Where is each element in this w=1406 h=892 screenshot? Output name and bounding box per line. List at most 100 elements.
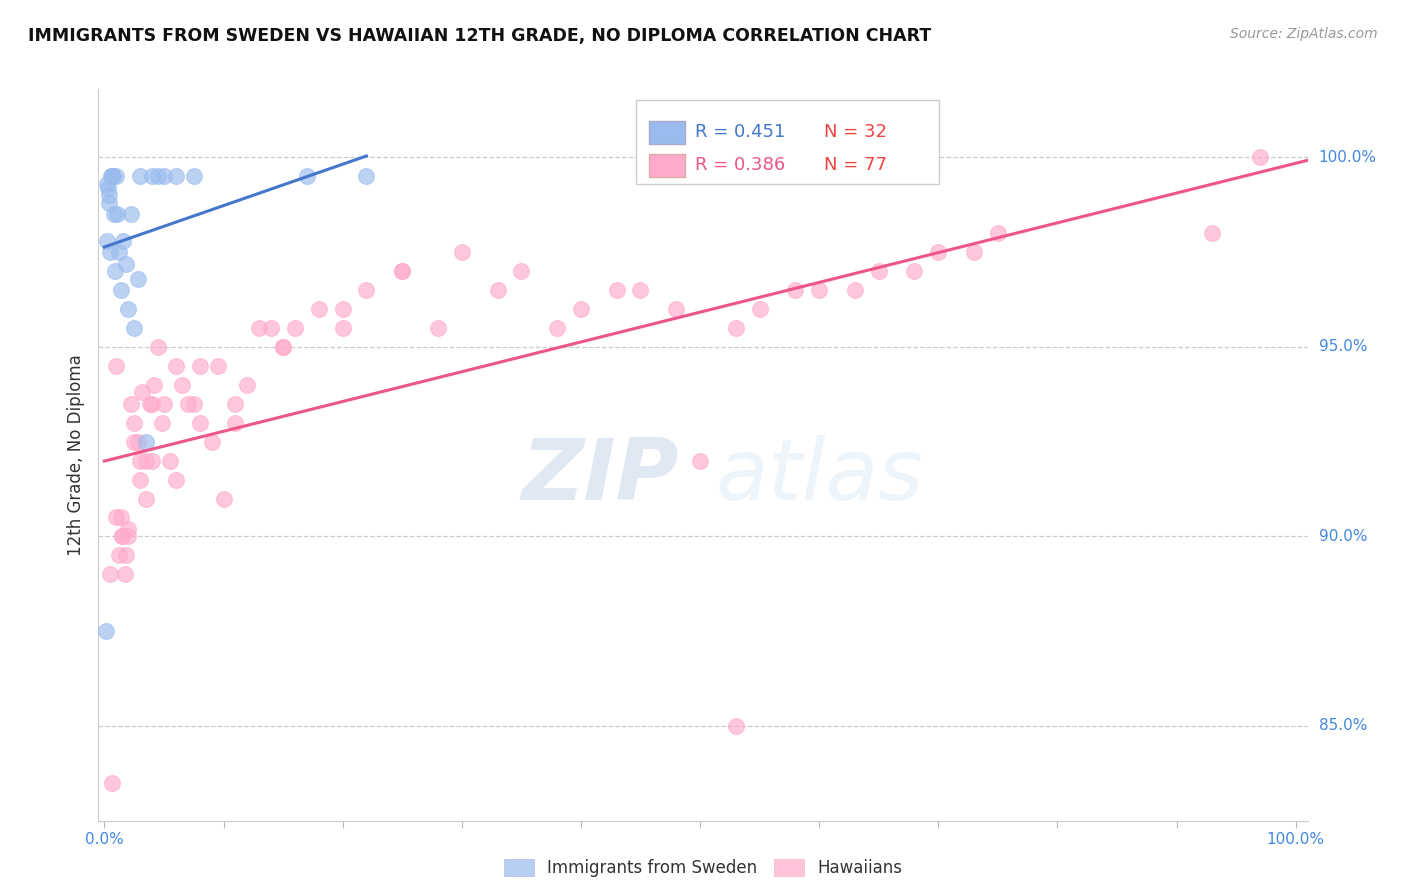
Point xyxy=(114,549,136,563)
Point xyxy=(98,195,121,210)
Point xyxy=(170,377,193,392)
Text: R = 0.451: R = 0.451 xyxy=(695,123,785,141)
Point xyxy=(332,301,354,316)
Point xyxy=(295,169,318,184)
Text: atlas: atlas xyxy=(716,435,924,518)
Point xyxy=(247,321,270,335)
Point xyxy=(103,207,125,221)
Point xyxy=(569,301,592,316)
Point xyxy=(100,776,122,790)
Text: 90.0%: 90.0% xyxy=(1319,529,1367,544)
Point xyxy=(212,491,235,506)
Point xyxy=(724,321,747,335)
Point xyxy=(200,434,222,449)
Point xyxy=(98,567,121,582)
Legend: Immigrants from Sweden, Hawaiians: Immigrants from Sweden, Hawaiians xyxy=(495,851,911,886)
Point xyxy=(724,719,747,733)
Point xyxy=(1249,150,1271,164)
Point xyxy=(271,340,294,354)
Point xyxy=(101,169,124,184)
Point xyxy=(129,453,152,467)
Point xyxy=(111,529,134,543)
Text: IMMIGRANTS FROM SWEDEN VS HAWAIIAN 12TH GRADE, NO DIPLOMA CORRELATION CHART: IMMIGRANTS FROM SWEDEN VS HAWAIIAN 12TH … xyxy=(28,27,931,45)
Point xyxy=(120,397,142,411)
Point xyxy=(183,397,205,411)
Point xyxy=(153,397,176,411)
Point xyxy=(122,416,145,430)
Point xyxy=(138,397,160,411)
Point xyxy=(103,832,125,847)
Point xyxy=(356,169,378,184)
Point xyxy=(236,377,259,392)
Point xyxy=(271,340,294,354)
Point xyxy=(260,321,283,335)
Point xyxy=(114,256,136,270)
Point xyxy=(101,169,124,184)
Point xyxy=(141,169,163,184)
Text: 85.0%: 85.0% xyxy=(1319,718,1367,733)
Point xyxy=(183,169,205,184)
Point xyxy=(165,473,187,487)
Point xyxy=(987,226,1010,240)
Point xyxy=(96,177,118,191)
Point xyxy=(224,416,246,430)
Point xyxy=(146,169,169,184)
Point xyxy=(450,245,472,260)
Point xyxy=(117,301,139,316)
Point xyxy=(120,207,142,221)
Text: ZIP: ZIP xyxy=(522,435,679,518)
Point xyxy=(96,234,118,248)
Point xyxy=(104,264,127,278)
Point xyxy=(105,169,128,184)
Text: 95.0%: 95.0% xyxy=(1319,340,1367,354)
Point xyxy=(122,321,145,335)
Point xyxy=(117,529,139,543)
Point xyxy=(97,180,120,194)
Point xyxy=(188,416,211,430)
Point xyxy=(94,624,117,639)
Point xyxy=(1201,226,1223,240)
Point xyxy=(332,321,354,335)
Point xyxy=(927,245,949,260)
Point xyxy=(868,264,890,278)
Point xyxy=(107,245,129,260)
Point xyxy=(903,264,925,278)
Point xyxy=(748,301,770,316)
Point xyxy=(153,169,176,184)
Point xyxy=(308,301,330,316)
Point xyxy=(844,283,866,297)
Point xyxy=(224,397,246,411)
Point xyxy=(143,377,166,392)
Point xyxy=(117,522,139,536)
Point xyxy=(606,283,628,297)
FancyBboxPatch shape xyxy=(637,100,939,185)
Point xyxy=(107,549,129,563)
Point xyxy=(127,271,149,285)
Point xyxy=(127,434,149,449)
FancyBboxPatch shape xyxy=(648,153,685,177)
Point xyxy=(105,359,128,373)
Y-axis label: 12th Grade, No Diploma: 12th Grade, No Diploma xyxy=(66,354,84,556)
Point xyxy=(426,321,449,335)
Point xyxy=(110,283,132,297)
Point xyxy=(141,397,163,411)
Point xyxy=(146,340,169,354)
Point xyxy=(107,207,129,221)
Point xyxy=(111,529,134,543)
Point xyxy=(785,283,807,297)
Point xyxy=(114,567,136,582)
Point xyxy=(122,434,145,449)
Point xyxy=(165,359,187,373)
Point xyxy=(356,283,378,297)
Point xyxy=(486,283,509,297)
Point xyxy=(177,397,200,411)
Point xyxy=(110,510,132,524)
Point xyxy=(131,385,153,400)
Text: R = 0.386: R = 0.386 xyxy=(695,156,785,174)
Point xyxy=(97,188,120,202)
Point xyxy=(98,245,121,260)
Point xyxy=(135,434,157,449)
Point xyxy=(150,416,173,430)
Point xyxy=(391,264,413,278)
Point xyxy=(129,169,152,184)
